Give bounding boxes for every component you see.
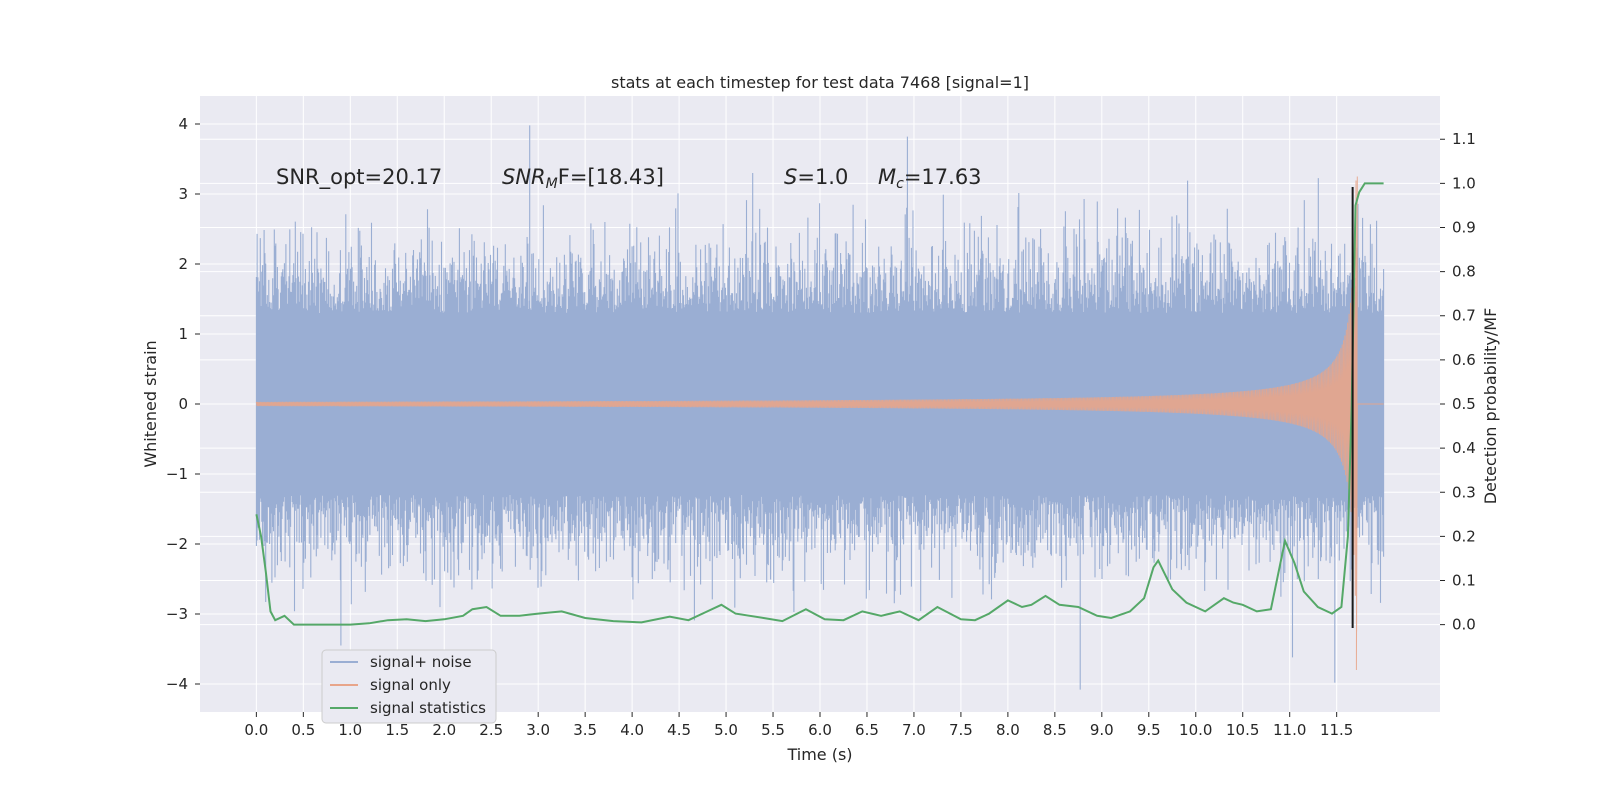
y-right-tick-label-11: 1.1 [1452, 130, 1476, 148]
y-right-tick-label-1: 0.1 [1452, 572, 1476, 590]
x-tick-label-19: 9.5 [1137, 721, 1161, 739]
legend-label-signal-only: signal only [370, 676, 451, 694]
x-tick-label-23: 11.5 [1320, 721, 1353, 739]
y-right-tick-label-8: 0.8 [1452, 263, 1476, 281]
signal-trace [255, 176, 1384, 671]
x-tick-labels: 0.0 0.5 1.0 1.5 2.0 2.5 3.0 3.5 4.0 4.5 5.0 5.5 6.0 6… [244, 712, 1353, 739]
x-tick-label-17: 8.5 [1043, 721, 1067, 739]
x-tick-label-3: 1.5 [385, 721, 409, 739]
x-tick-label-4: 2.0 [432, 721, 456, 739]
x-tick-label-14: 7.0 [902, 721, 926, 739]
series-signal-statistics [255, 182, 1384, 626]
statistics-trace [255, 182, 1384, 626]
y-left-tick-label-6: 2 [178, 255, 188, 273]
x-tick-label-12: 6.0 [808, 721, 832, 739]
y-left-tick-label-8: 4 [178, 115, 188, 133]
y-left-tick-label-4: 0 [178, 395, 188, 413]
chart-title: stats at each timestep for test data 746… [611, 73, 1029, 92]
legend-label-signal-plus-noise: signal+ noise [370, 653, 472, 671]
x-tick-label-21: 10.5 [1226, 721, 1259, 739]
annotation-snr-opt: SNR_opt=20.17 [276, 165, 442, 190]
y-right-tick-label-7: 0.7 [1452, 307, 1476, 325]
x-tick-label-1: 0.5 [291, 721, 315, 739]
x-tick-label-13: 6.5 [855, 721, 879, 739]
x-tick-label-18: 9.0 [1090, 721, 1114, 739]
y-left-tick-label-5: 1 [178, 325, 188, 343]
y-right-tick-label-3: 0.3 [1452, 483, 1476, 501]
x-tick-label-16: 8.0 [996, 721, 1020, 739]
y-left-tick-label-7: 3 [178, 185, 188, 203]
y-left-tick-label-2: −2 [166, 535, 188, 553]
y-right-tick-labels: 0.0 0.1 0.2 0.3 0.4 0.5 0.6 0.7 0.8 0.9 1.0 1.1 [1440, 130, 1476, 634]
y-right-tick-label-0: 0.0 [1452, 616, 1476, 634]
x-tick-label-0: 0.0 [244, 721, 268, 739]
annotation-mc: Mc=17.63 [878, 165, 982, 192]
annotation-snr-mf: SNRMF=[18.43] [502, 165, 664, 192]
y-left-tick-label-3: −1 [166, 465, 188, 483]
series-signal-only [255, 176, 1384, 671]
y-right-tick-label-5: 0.5 [1452, 395, 1476, 413]
x-tick-label-8: 4.0 [620, 721, 644, 739]
y-right-tick-label-9: 0.9 [1452, 218, 1476, 236]
legend-box [321, 649, 497, 724]
legend: signal+ noise signal only signal statist… [321, 649, 497, 724]
x-tick-label-7: 3.5 [573, 721, 597, 739]
x-tick-label-11: 5.5 [761, 721, 785, 739]
y-right-tick-label-10: 1.0 [1452, 174, 1476, 192]
x-tick-label-10: 5.0 [714, 721, 738, 739]
x-tick-label-5: 2.5 [479, 721, 503, 739]
x-tick-label-20: 10.0 [1179, 721, 1212, 739]
y-right-tick-label-4: 0.4 [1452, 439, 1476, 457]
x-tick-label-2: 1.0 [338, 721, 362, 739]
x-tick-label-22: 11.0 [1273, 721, 1306, 739]
y-axis-label-left: Whitened strain [141, 340, 160, 467]
annotation-s: S=1.0 [784, 165, 848, 189]
x-tick-label-6: 3.0 [526, 721, 550, 739]
y-left-tick-label-1: −3 [166, 605, 188, 623]
y-axis-label-right: Detection probability/MF [1481, 308, 1500, 505]
x-axis-label: Time (s) [786, 745, 852, 764]
y-right-tick-label-2: 0.2 [1452, 527, 1476, 545]
y-right-tick-label-6: 0.6 [1452, 351, 1476, 369]
x-tick-label-15: 7.5 [949, 721, 973, 739]
y-left-tick-labels: −4 −3 −2 −1 0 1 2 3 4 [166, 115, 200, 693]
y-left-tick-label-0: −4 [166, 675, 188, 693]
legend-label-signal-statistics: signal statistics [370, 699, 486, 717]
x-tick-label-9: 4.5 [667, 721, 691, 739]
